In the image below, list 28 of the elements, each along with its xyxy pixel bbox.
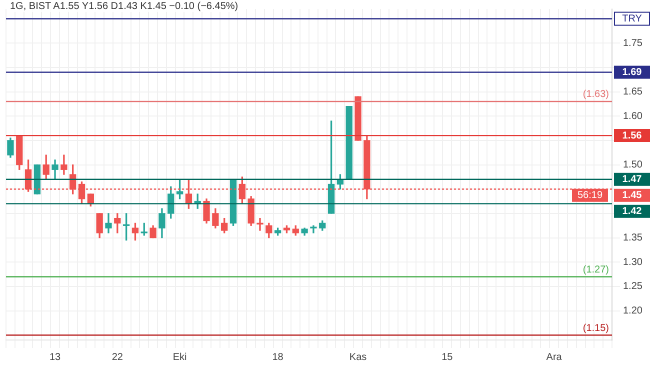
y-tick-label: 1.20 xyxy=(623,306,643,317)
ref-line-label: 1.56 xyxy=(622,130,642,142)
x-tick-label: Ara xyxy=(546,352,562,363)
x-tick-label: 22 xyxy=(112,352,124,363)
x-tick-label: Kas xyxy=(349,352,367,363)
annotation: 56:19 xyxy=(577,190,603,202)
y-tick-label: 1.35 xyxy=(623,232,643,244)
x-tick-label: 15 xyxy=(442,352,454,363)
y-tick-label: 1.75 xyxy=(623,38,643,49)
y-axis-title: TRY xyxy=(622,13,642,24)
y-tick-label: 1.60 xyxy=(623,110,643,122)
ref-line-label: 1.45 xyxy=(622,190,642,202)
y-tick-label: 1.50 xyxy=(623,160,643,171)
x-tick-label: Eki xyxy=(172,352,187,363)
y-tick-label: 1.25 xyxy=(623,281,643,292)
ref-line-label: 1.69 xyxy=(622,67,642,78)
ref-line-label: 1.42 xyxy=(622,206,642,218)
chart-title: 1G, BIST A1.55 Y1.56 D1.43 K1.45 −0.10 (−6.45%) xyxy=(10,1,238,12)
candlestick xyxy=(256,218,264,231)
annotation: (1.27) xyxy=(582,264,609,276)
annotation: (1.15) xyxy=(582,322,609,334)
x-tick-label: 13 xyxy=(49,352,62,363)
candlestick xyxy=(60,154,68,175)
ref-line-label: 1.47 xyxy=(622,174,642,186)
annotation: (1.63) xyxy=(582,89,609,100)
x-tick-label: 18 xyxy=(272,352,284,363)
y-tick-label: 1.65 xyxy=(623,86,643,98)
y-tick-label: 1.30 xyxy=(623,256,643,268)
